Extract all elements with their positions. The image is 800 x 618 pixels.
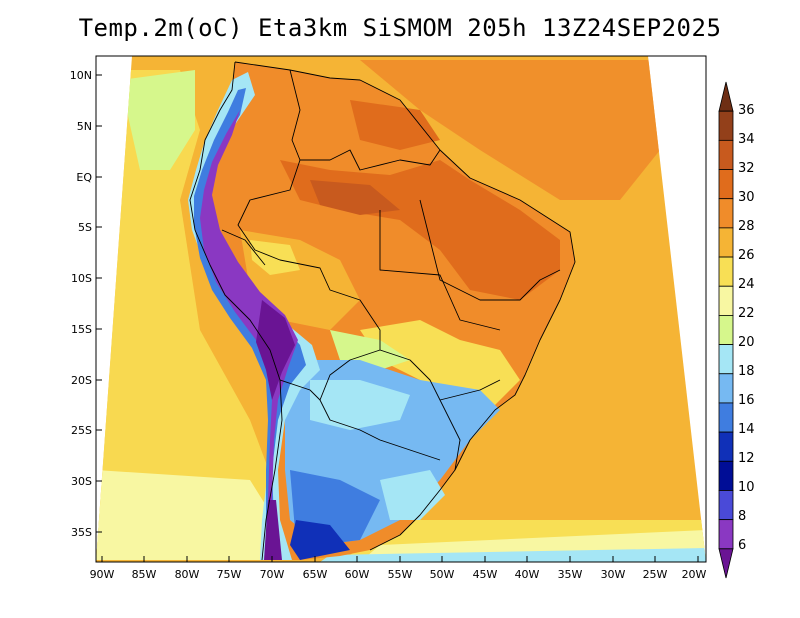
lon-label: 70W xyxy=(260,568,285,581)
lon-label: 30W xyxy=(601,568,626,581)
colorbar: 36 34 32 30 28 26 24 22 20 18 16 14 12 1… xyxy=(718,81,755,579)
longitude-labels: 90W 85W 80W 75W 70W 65W 60W 55W 50W 45W … xyxy=(90,568,707,581)
lat-label: 25S xyxy=(71,424,92,437)
brazil-west-border xyxy=(237,159,461,471)
colorbar-label: 6 xyxy=(738,538,746,553)
mild-central-brazil xyxy=(360,320,520,405)
lon-label: 25W xyxy=(643,568,668,581)
lon-label: 45W xyxy=(473,568,498,581)
colorbar-segments xyxy=(718,81,734,579)
colorbar-label: 12 xyxy=(738,451,755,466)
brazil-southeast-states xyxy=(439,379,501,401)
paraguay-argentina-border xyxy=(319,349,441,461)
lat-label: 5S xyxy=(78,221,92,234)
andes-peaks-purple xyxy=(200,110,298,560)
lat-label: 10N xyxy=(70,69,92,82)
lat-label: 20S xyxy=(71,374,92,387)
colorbar-label: 10 xyxy=(738,480,755,495)
lon-label: 90W xyxy=(90,568,115,581)
colorbar-labels: 36 34 32 30 28 26 24 22 20 18 16 14 12 1… xyxy=(738,103,755,553)
warm-atlantic-area xyxy=(360,60,660,200)
colorbar-label: 36 xyxy=(738,103,755,118)
lon-label: 55W xyxy=(388,568,413,581)
lat-label: EQ xyxy=(76,171,92,184)
latitude-labels: 10N 5N EQ 5S 10S 15S 20S 25S 30S 35S xyxy=(70,69,93,539)
country-borders xyxy=(189,61,576,561)
patagonia-andes-coldest xyxy=(264,500,282,560)
colorbar-label: 26 xyxy=(738,248,755,263)
colorbar-segment xyxy=(718,402,734,433)
colorbar-segment xyxy=(718,81,734,112)
colorbar-segment xyxy=(718,198,734,229)
lon-label: 40W xyxy=(515,568,540,581)
lon-label: 20W xyxy=(682,568,707,581)
bolivia-argentina-border xyxy=(279,379,321,401)
colorbar-segment xyxy=(718,490,734,521)
lon-label: 80W xyxy=(175,568,200,581)
cool-pacific-south xyxy=(96,470,300,560)
lon-label: 75W xyxy=(217,568,242,581)
map-border xyxy=(95,55,707,563)
colorbar-segment xyxy=(718,548,734,579)
lat-label: 5N xyxy=(77,120,92,133)
colorbar-segment xyxy=(718,169,734,200)
temperature-field xyxy=(96,56,706,562)
altiplano-coldest xyxy=(256,300,295,400)
colorbar-label: 30 xyxy=(738,190,755,205)
colorbar-label: 18 xyxy=(738,364,755,379)
cool-pacific-area xyxy=(96,70,280,560)
lat-label: 10S xyxy=(71,272,92,285)
colorbar-segment xyxy=(718,256,734,287)
atlantic-coastline xyxy=(234,61,576,551)
colorbar-segment xyxy=(718,285,734,316)
pacific-coastline xyxy=(189,61,283,561)
mild-acre-region xyxy=(250,240,300,275)
colorbar-segment xyxy=(718,373,734,404)
lon-label: 60W xyxy=(345,568,370,581)
colorbar-label: 34 xyxy=(738,132,755,147)
colorbar-label: 24 xyxy=(738,277,755,292)
colorbar-label: 28 xyxy=(738,219,755,234)
hot-guianas xyxy=(350,100,440,150)
frame-ticks xyxy=(96,74,699,562)
peru-ecuador-border xyxy=(221,229,266,266)
lon-label: 65W xyxy=(303,568,328,581)
colorbar-segment xyxy=(718,315,734,345)
colorbar-segment xyxy=(718,139,734,170)
colorbar-label: 32 xyxy=(738,161,755,176)
colorbar-segment xyxy=(718,227,734,258)
south-atlantic-cold xyxy=(320,548,706,562)
colorbar-segment xyxy=(718,110,734,141)
colorbar-segment xyxy=(718,519,734,550)
colorbar-label: 16 xyxy=(738,393,755,408)
lat-label: 30S xyxy=(71,475,92,488)
colorbar-segment xyxy=(718,431,734,462)
cool-pacific-north xyxy=(120,70,195,170)
colorbar-label: 8 xyxy=(738,509,746,524)
colorbar-segment xyxy=(718,344,734,375)
hottest-amazon-core xyxy=(310,180,400,215)
cool-chaco xyxy=(310,380,410,430)
brazil-interior-states xyxy=(379,210,501,331)
lat-label: 35S xyxy=(71,526,92,539)
lon-label: 85W xyxy=(132,568,157,581)
map-title: Temp.2m(oC) Eta3km SiSMOM 205h 13Z24SEP2… xyxy=(78,14,722,42)
colorbar-label: 14 xyxy=(738,422,755,437)
colorbar-segment xyxy=(718,460,734,491)
coldest-argentina xyxy=(290,520,350,560)
cool-uruguay xyxy=(380,470,445,520)
colorbar-label: 22 xyxy=(738,306,755,321)
brazil-state-borders xyxy=(419,199,561,301)
lon-label: 35W xyxy=(558,568,583,581)
lat-label: 15S xyxy=(71,323,92,336)
colorbar-label: 20 xyxy=(738,335,755,350)
lon-label: 50W xyxy=(430,568,455,581)
venezuela-brazil-border xyxy=(289,69,441,171)
